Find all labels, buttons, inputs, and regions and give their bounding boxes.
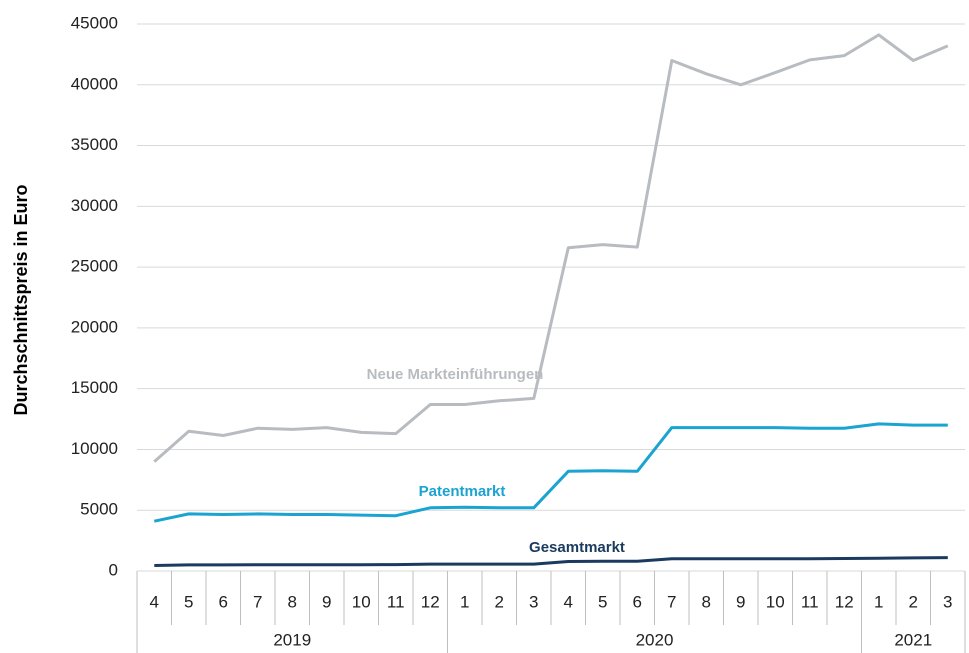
y-tick-label: 45000 xyxy=(71,13,118,32)
x-tick-label: 2 xyxy=(495,592,504,611)
x-tick-label: 4 xyxy=(564,592,573,611)
y-tick-label: 0 xyxy=(109,560,118,579)
series-label: Patentmarkt xyxy=(419,483,506,500)
y-tick-label: 40000 xyxy=(71,74,118,93)
y-tick-label: 35000 xyxy=(71,135,118,154)
x-tick-label: 3 xyxy=(529,592,538,611)
x-tick-label: 1 xyxy=(460,592,469,611)
y-axis-label: Durchschnittspreis in Euro xyxy=(11,184,31,415)
x-tick-label: 9 xyxy=(736,592,745,611)
group-label: 2021 xyxy=(894,630,932,649)
y-tick-label: 10000 xyxy=(71,439,118,458)
x-tick-label: 10 xyxy=(766,592,785,611)
series-line xyxy=(153,422,948,523)
x-tick-label: 3 xyxy=(943,592,952,611)
x-tick-label: 8 xyxy=(702,592,711,611)
x-tick-label: 5 xyxy=(598,592,607,611)
x-tick-label: 5 xyxy=(184,592,193,611)
series-line xyxy=(153,33,949,463)
x-tick-label: 2 xyxy=(909,592,918,611)
group-label: 2019 xyxy=(273,630,311,649)
series-label: Neue Markteinführungen xyxy=(367,366,544,383)
y-tick-label: 25000 xyxy=(71,257,118,276)
x-tick-label: 11 xyxy=(387,592,405,611)
x-tick-label: 11 xyxy=(801,592,819,611)
x-tick-label: 12 xyxy=(835,592,854,611)
y-tick-label: 20000 xyxy=(71,317,118,336)
x-tick-label: 4 xyxy=(150,592,159,611)
x-tick-label: 6 xyxy=(219,592,228,611)
y-tick-label: 15000 xyxy=(71,378,118,397)
y-tick-label: 5000 xyxy=(80,500,118,519)
x-tick-label: 7 xyxy=(253,592,262,611)
series-label: Gesamtmarkt xyxy=(529,539,625,556)
x-tick-label: 6 xyxy=(633,592,642,611)
series-line xyxy=(154,556,948,567)
x-tick-label: 1 xyxy=(874,592,883,611)
x-tick-label: 8 xyxy=(288,592,297,611)
x-tick-label: 9 xyxy=(322,592,331,611)
x-tick-label: 12 xyxy=(421,592,440,611)
x-tick-label: 10 xyxy=(352,592,371,611)
x-tick-label: 7 xyxy=(667,592,676,611)
group-label: 2020 xyxy=(636,630,674,649)
y-tick-label: 30000 xyxy=(71,196,118,215)
